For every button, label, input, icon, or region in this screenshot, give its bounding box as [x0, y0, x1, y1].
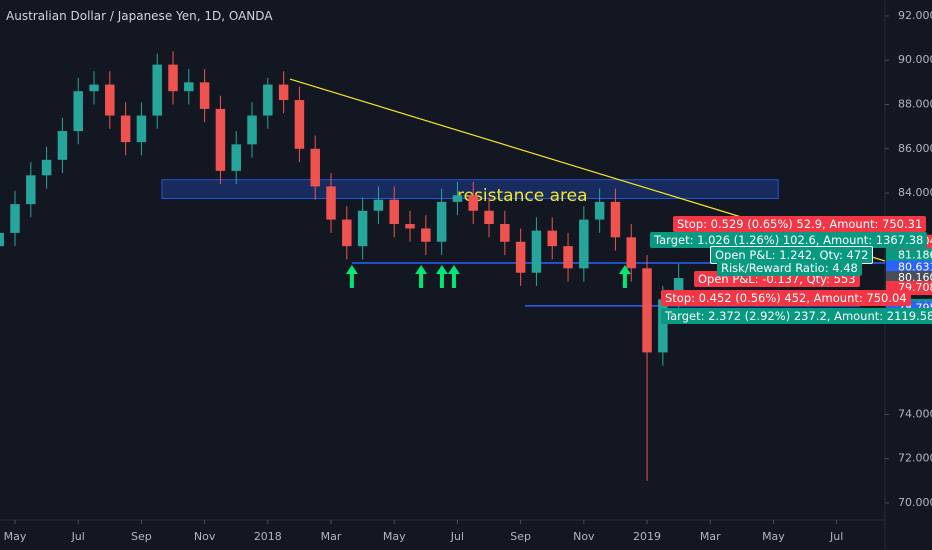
candle-body [120, 115, 131, 143]
x-tick-label: Jul [829, 530, 843, 543]
x-tick-label: Nov [194, 530, 216, 543]
x-tick-label: 2019 [633, 530, 661, 543]
candle-body [531, 230, 542, 273]
candle-body [673, 278, 684, 300]
position-label: Stop: 0.452 (0.56%) 452, Amount: 750.04 [661, 290, 911, 306]
candle-body [10, 204, 20, 233]
x-tick-label: Jul [450, 530, 464, 543]
candle-body [294, 100, 305, 149]
price-label: 80.160 [898, 271, 932, 284]
candle-body [231, 144, 241, 171]
candle-body [658, 299, 668, 353]
arrow [618, 264, 631, 288]
candle-body [563, 246, 573, 269]
candle-body [184, 82, 194, 92]
chart-title: Australian Dollar / Japanese Yen, 1D, OA… [6, 9, 273, 23]
candle-body [57, 131, 68, 160]
x-tick-label: Mar [321, 530, 342, 543]
price-label: 80.631 [898, 261, 932, 274]
y-tick-label: 70.000 [898, 496, 932, 509]
candle-body [310, 148, 320, 187]
arrow [415, 264, 428, 288]
x-tick-label: Sep [510, 530, 531, 543]
x-tick-label: May [762, 530, 785, 543]
candle-body [610, 201, 621, 238]
candle-body [263, 84, 273, 116]
candle-body [278, 84, 289, 101]
y-tick-label: 72.000 [898, 452, 932, 465]
candle-body [152, 64, 162, 116]
x-tick-label: Sep [131, 530, 152, 543]
candle-body [342, 219, 352, 247]
candle-body [199, 82, 210, 109]
x-tick-label: May [383, 530, 406, 543]
candle-body [389, 199, 399, 225]
candle-body [73, 91, 83, 132]
candle-body [215, 108, 226, 171]
candle-body [373, 199, 384, 211]
candle-body [594, 201, 605, 220]
candle-body [515, 241, 526, 273]
candle-body [357, 210, 368, 247]
candle-body [89, 84, 99, 92]
x-tick-label: Nov [573, 530, 595, 543]
candle-body [484, 210, 494, 225]
candle-body [405, 224, 415, 229]
position-label: Risk/Reward Ratio: 4.48 [717, 260, 862, 276]
price-label-box [886, 248, 932, 263]
candle-body [105, 84, 115, 116]
position-label: Target: 2.372 (2.92%) 237.2, Amount: 211… [661, 308, 932, 324]
candle-body [247, 115, 257, 145]
candle-body [26, 175, 36, 205]
y-tick-label: 86.000 [898, 142, 932, 155]
candle-body [579, 219, 589, 269]
candle-body [326, 186, 336, 220]
x-tick-label: 2018 [254, 530, 282, 543]
annotation: resistance area [457, 186, 588, 206]
candle-body [468, 195, 478, 211]
arrow [345, 264, 358, 288]
y-tick-label: 90.000 [898, 53, 932, 66]
candle-body [626, 237, 636, 269]
candle-body [500, 224, 510, 242]
candle-body [41, 159, 52, 176]
candle-body [436, 201, 447, 242]
position-label: Target: 1.026 (1.26%) 102.6, Amount: 136… [650, 232, 928, 248]
arrow [447, 264, 460, 288]
x-tick-label: May [4, 530, 27, 543]
candle-body [136, 115, 147, 143]
candle-body [168, 64, 178, 92]
y-tick-label: 84.000 [898, 186, 932, 199]
position-label: Stop: 0.529 (0.65%) 52.9, Amount: 750.31 [673, 216, 927, 232]
price-label: 81.186 [898, 248, 932, 261]
candle-body [452, 195, 463, 202]
candle-body [642, 268, 652, 353]
candle-body [0, 232, 4, 247]
y-tick-label: 88.000 [898, 97, 932, 110]
y-tick-label: 74.000 [898, 407, 932, 420]
x-tick-label: Mar [700, 530, 721, 543]
x-tick-label: Jul [71, 530, 85, 543]
candle-body [421, 228, 431, 242]
y-tick-label: 92.000 [898, 9, 932, 22]
arrow [435, 264, 448, 288]
candle-body [547, 230, 557, 247]
position-label: Open P&L: 1.242, Qty: 472 [710, 246, 874, 264]
